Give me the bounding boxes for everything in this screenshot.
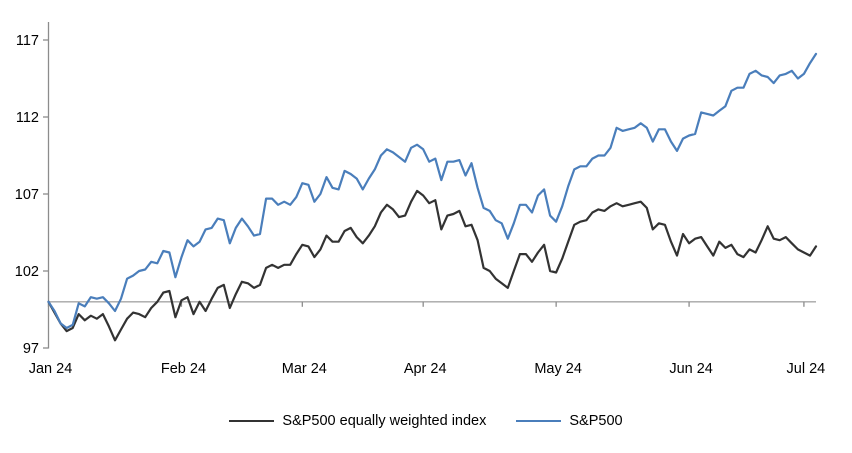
legend-label-sp500: S&P500 bbox=[569, 413, 623, 429]
y-axis-tick-label: 107 bbox=[15, 187, 39, 203]
chart-legend: S&P500 equally weighted index S&P500 bbox=[0, 413, 852, 429]
y-axis-tick-label: 117 bbox=[16, 33, 39, 49]
legend-item-sp500: S&P500 bbox=[516, 413, 623, 429]
y-axis-tick-label: 112 bbox=[16, 110, 39, 126]
x-axis-tick-label: Jun 24 bbox=[669, 361, 713, 377]
legend-label-equal-weight: S&P500 equally weighted index bbox=[282, 413, 487, 429]
x-axis-tick-label: Jul 24 bbox=[787, 361, 826, 377]
legend-item-sp500-equal-weight: S&P500 equally weighted index bbox=[229, 413, 486, 429]
legend-line-swatch-sp500 bbox=[516, 420, 562, 422]
x-axis-tick-label: May 24 bbox=[534, 361, 582, 377]
x-axis-tick-label: Jan 24 bbox=[29, 361, 73, 377]
y-axis-tick-label: 97 bbox=[23, 341, 39, 357]
series-line-sp500-equal-weight bbox=[47, 189, 818, 342]
y-axis: 117 112 107 102 97 bbox=[15, 22, 50, 357]
series-line-sp500 bbox=[47, 52, 818, 330]
line-chart-canvas: 117 112 107 102 97 Jan 24 Feb 24 Mar 24 Apr 24 Ma… bbox=[15, 22, 826, 377]
x-axis-tick-label: Feb 24 bbox=[161, 361, 206, 377]
legend-line-swatch-equal-weight bbox=[229, 420, 275, 422]
x-axis: Jan 24 Feb 24 Mar 24 Apr 24 May 24 Jun 24 Jul … bbox=[29, 301, 826, 377]
y-axis-tick-label: 102 bbox=[15, 264, 39, 280]
x-axis-tick-label: Mar 24 bbox=[282, 361, 327, 377]
x-axis-tick-label: Apr 24 bbox=[404, 361, 447, 377]
